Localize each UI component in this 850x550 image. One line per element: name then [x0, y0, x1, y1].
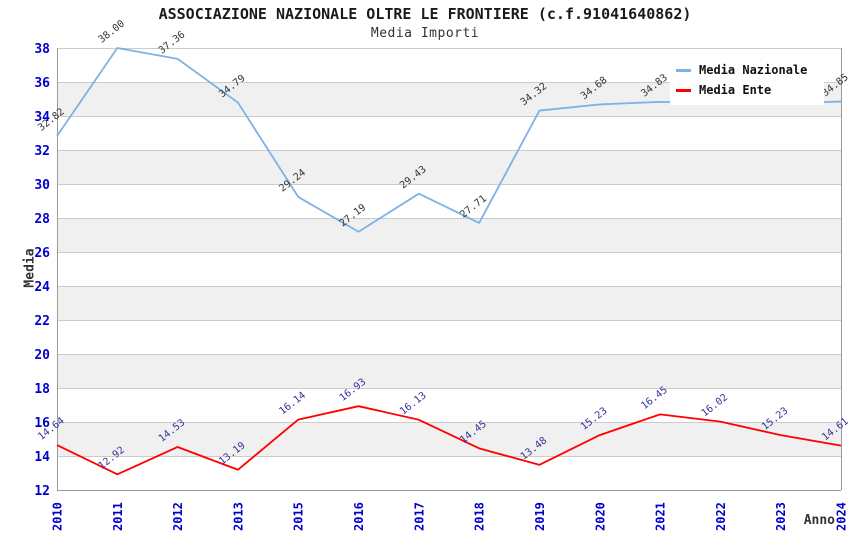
y-tick-label: 16 — [34, 416, 50, 431]
plot-band — [57, 388, 841, 422]
legend: Media Nazionale Media Ente — [670, 55, 824, 105]
plot-band — [57, 252, 841, 286]
y-tick-label: 38 — [34, 42, 50, 57]
chart-title: ASSOCIAZIONE NAZIONALE OLTRE LE FRONTIER… — [158, 5, 692, 23]
plot-band — [57, 184, 841, 218]
x-axis-title: Anno — [803, 513, 835, 528]
y-tick-label: 24 — [34, 280, 50, 295]
x-tick-label: 2012 — [171, 502, 185, 531]
y-axis-title: Media — [22, 248, 38, 288]
chart-subtitle: Media Importi — [370, 26, 480, 41]
x-tick-label: 2015 — [292, 502, 306, 531]
y-tick-label: 28 — [34, 212, 50, 227]
y-tick-label: 22 — [34, 314, 50, 329]
legend-line-swatch-ente — [676, 88, 691, 92]
x-tick-label: 2024 — [835, 502, 849, 531]
plot-band — [57, 456, 841, 490]
y-tick-label: 30 — [34, 178, 50, 193]
y-tick-label: 14 — [34, 450, 50, 465]
y-tick-label: 34 — [34, 110, 50, 125]
x-tick-label: 2021 — [654, 502, 668, 531]
legend-item-media-ente: Media Ente — [676, 80, 824, 100]
x-tick-label: 2018 — [473, 502, 487, 531]
y-tick-label: 26 — [34, 246, 50, 261]
y-tick-label: 18 — [34, 382, 50, 397]
legend-label-ente: Media Ente — [699, 83, 772, 97]
legend-label-nazionale: Media Nazionale — [699, 63, 808, 77]
y-tick-label: 36 — [34, 76, 50, 91]
plot-band — [57, 116, 841, 150]
x-tick-label: 2022 — [714, 502, 728, 531]
x-tick-label: 2010 — [51, 502, 65, 531]
y-tick-label: 12 — [34, 484, 50, 499]
y-tick-label: 20 — [34, 348, 50, 363]
x-tick-label: 2017 — [412, 502, 426, 531]
legend-item-media-nazionale: Media Nazionale — [676, 60, 824, 80]
x-tick-label: 2013 — [231, 502, 245, 531]
plot-band — [57, 286, 841, 320]
legend-line-swatch-nazionale — [676, 68, 691, 72]
series-line — [56, 405, 842, 476]
x-tick-label: 2016 — [352, 502, 366, 531]
plot-band — [57, 150, 841, 184]
x-tick-label: 2023 — [774, 502, 788, 531]
plot-band — [57, 320, 841, 354]
x-tick-label: 2019 — [533, 502, 547, 531]
plot-band — [57, 218, 841, 252]
plot-band — [57, 354, 841, 388]
x-tick-label: 2011 — [111, 502, 125, 531]
y-tick-label: 32 — [34, 144, 50, 159]
x-tick-label: 2020 — [593, 502, 607, 531]
